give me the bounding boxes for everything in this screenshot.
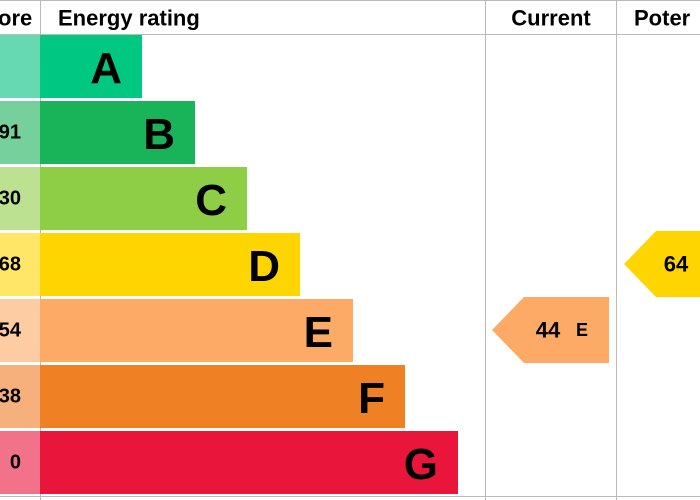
rating-bar: [40, 299, 353, 362]
potential-header: Poter: [634, 6, 691, 31]
band-letter: D: [248, 242, 280, 291]
band-letter: C: [195, 176, 227, 225]
band-letter: F: [358, 374, 385, 423]
potential-arrow: [624, 231, 700, 297]
score-label: 38: [0, 386, 21, 408]
score-cell: [0, 233, 40, 296]
score-label: 68: [0, 254, 21, 276]
band-letter: B: [143, 110, 175, 159]
rating-bar: [40, 35, 142, 98]
rating-bar: [40, 233, 300, 296]
potential-value: 64: [664, 252, 689, 277]
current-band: E: [576, 320, 588, 340]
score-cell: [0, 167, 40, 230]
current-arrow: [492, 297, 609, 363]
score-label: 91: [0, 122, 21, 144]
score-cell: [0, 431, 40, 494]
rating-bar: [40, 431, 458, 494]
score-label: 30: [0, 188, 21, 210]
score-header: ore: [0, 6, 32, 31]
score-label: 54: [0, 320, 22, 342]
rows: A 91 B 30 C 68 D 54 E 38 F 0 G: [0, 35, 458, 494]
rating-bar: [40, 167, 247, 230]
band-letter: G: [404, 440, 438, 489]
band-letter: E: [304, 308, 333, 357]
score-cell: [0, 101, 40, 164]
current-value: 44: [536, 318, 561, 343]
score-cell: [0, 299, 40, 362]
score-cell: [0, 35, 40, 98]
band-letter: A: [90, 44, 122, 93]
rating-bar: [40, 101, 195, 164]
score-label: 0: [10, 452, 21, 474]
current-header: Current: [511, 6, 591, 31]
rating-header: Energy rating: [58, 6, 200, 31]
rating-bar: [40, 365, 405, 428]
score-cell: [0, 365, 40, 428]
